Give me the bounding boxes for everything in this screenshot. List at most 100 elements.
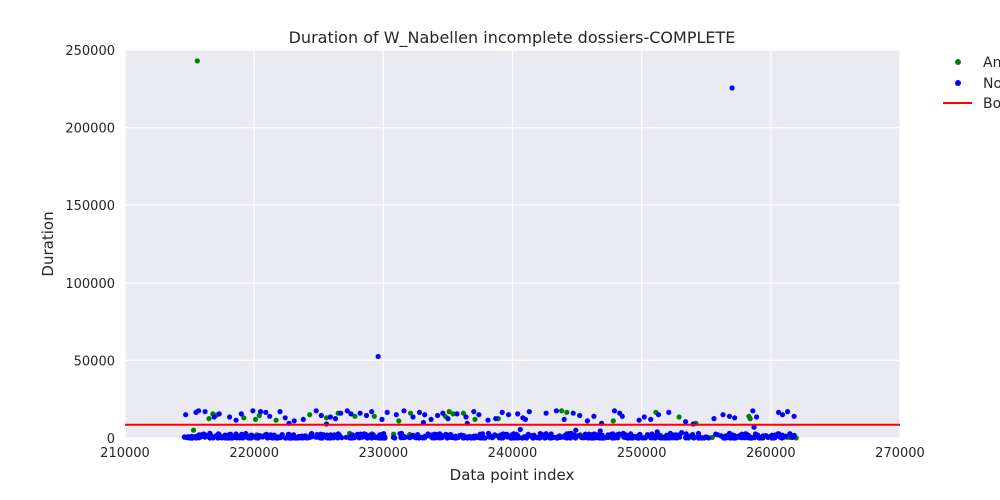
data-point [480,435,486,441]
x-tick-label: 230000 [359,446,409,461]
data-point [636,417,642,423]
legend-label-an: An [983,55,1000,71]
data-point [577,412,583,419]
data-point [737,432,743,438]
data-point [202,409,208,415]
data-point [250,408,256,414]
data-point [202,434,208,440]
data-point [196,408,202,414]
data-point [287,435,293,441]
data-point [655,412,662,418]
data-point [369,409,375,415]
legend-marker-an [955,59,961,65]
data-point [791,413,797,419]
x-tick-label: 210000 [100,446,150,461]
data-point [379,416,385,422]
data-point [446,409,452,415]
data-point [396,418,402,424]
data-point [570,410,576,416]
legend-label-bo: Bo [983,96,1000,112]
data-point [182,434,188,440]
data-point [258,409,264,415]
data-point [193,433,199,439]
data-point [393,412,399,418]
data-point [553,408,560,414]
data-point [445,416,451,422]
data-point [573,435,579,441]
y-tick-label: 250000 [65,44,115,59]
data-point [720,412,726,418]
data-point [729,85,735,91]
data-point [255,435,261,441]
data-point [595,434,601,440]
data-point [318,412,324,419]
data-point [422,412,428,418]
data-point [610,418,616,424]
data-point [654,429,660,435]
data-point [433,434,439,440]
data-point [517,426,523,433]
data-point [384,409,390,415]
data-point [216,411,222,417]
data-point [750,408,756,414]
x-tick-label: 270000 [875,446,925,461]
data-point [363,412,370,419]
data-point [407,410,414,416]
data-point [246,435,252,441]
data-point [428,416,434,422]
data-point [463,414,469,420]
data-point [327,414,333,420]
data-point [368,432,374,438]
data-point [277,409,283,415]
data-point [440,410,446,416]
data-point [658,435,664,441]
data-point [605,432,611,438]
data-point [378,435,384,441]
data-point [270,435,276,441]
x-tick-label: 250000 [617,446,667,461]
data-point [324,435,330,441]
data-point [713,431,719,437]
data-point [648,416,654,422]
data-point [416,409,423,415]
data-point [537,434,544,441]
data-point [747,416,753,422]
data-point [561,416,567,422]
data-point [375,353,381,360]
data-point [787,431,793,437]
data-point [722,435,728,441]
data-point [363,432,369,438]
data-point [314,432,320,438]
data-point [422,433,428,439]
chart-title: Duration of W_Nabellen incomplete dossie… [289,28,736,48]
data-point [227,414,233,420]
data-point [475,434,482,440]
data-point [331,432,337,438]
data-point [352,413,358,419]
data-point [600,435,606,441]
data-point [672,435,678,441]
data-point [487,434,493,440]
data-point [683,419,689,425]
data-point [410,414,416,420]
data-point [335,431,341,437]
data-point [476,412,482,418]
data-point [344,408,350,414]
data-point [406,435,413,441]
data-point [371,413,377,419]
x-tick-label: 220000 [229,446,279,461]
data-point [515,411,521,417]
data-point [791,432,797,438]
data-point [554,435,560,441]
data-point [591,413,597,419]
data-point [622,433,629,439]
data-point [779,412,786,418]
data-point [307,412,313,418]
data-point [206,416,212,422]
data-point [190,427,197,433]
data-point [450,411,456,417]
data-point [726,413,733,419]
data-point [339,435,345,441]
data-point [300,416,306,422]
data-point [348,411,354,417]
